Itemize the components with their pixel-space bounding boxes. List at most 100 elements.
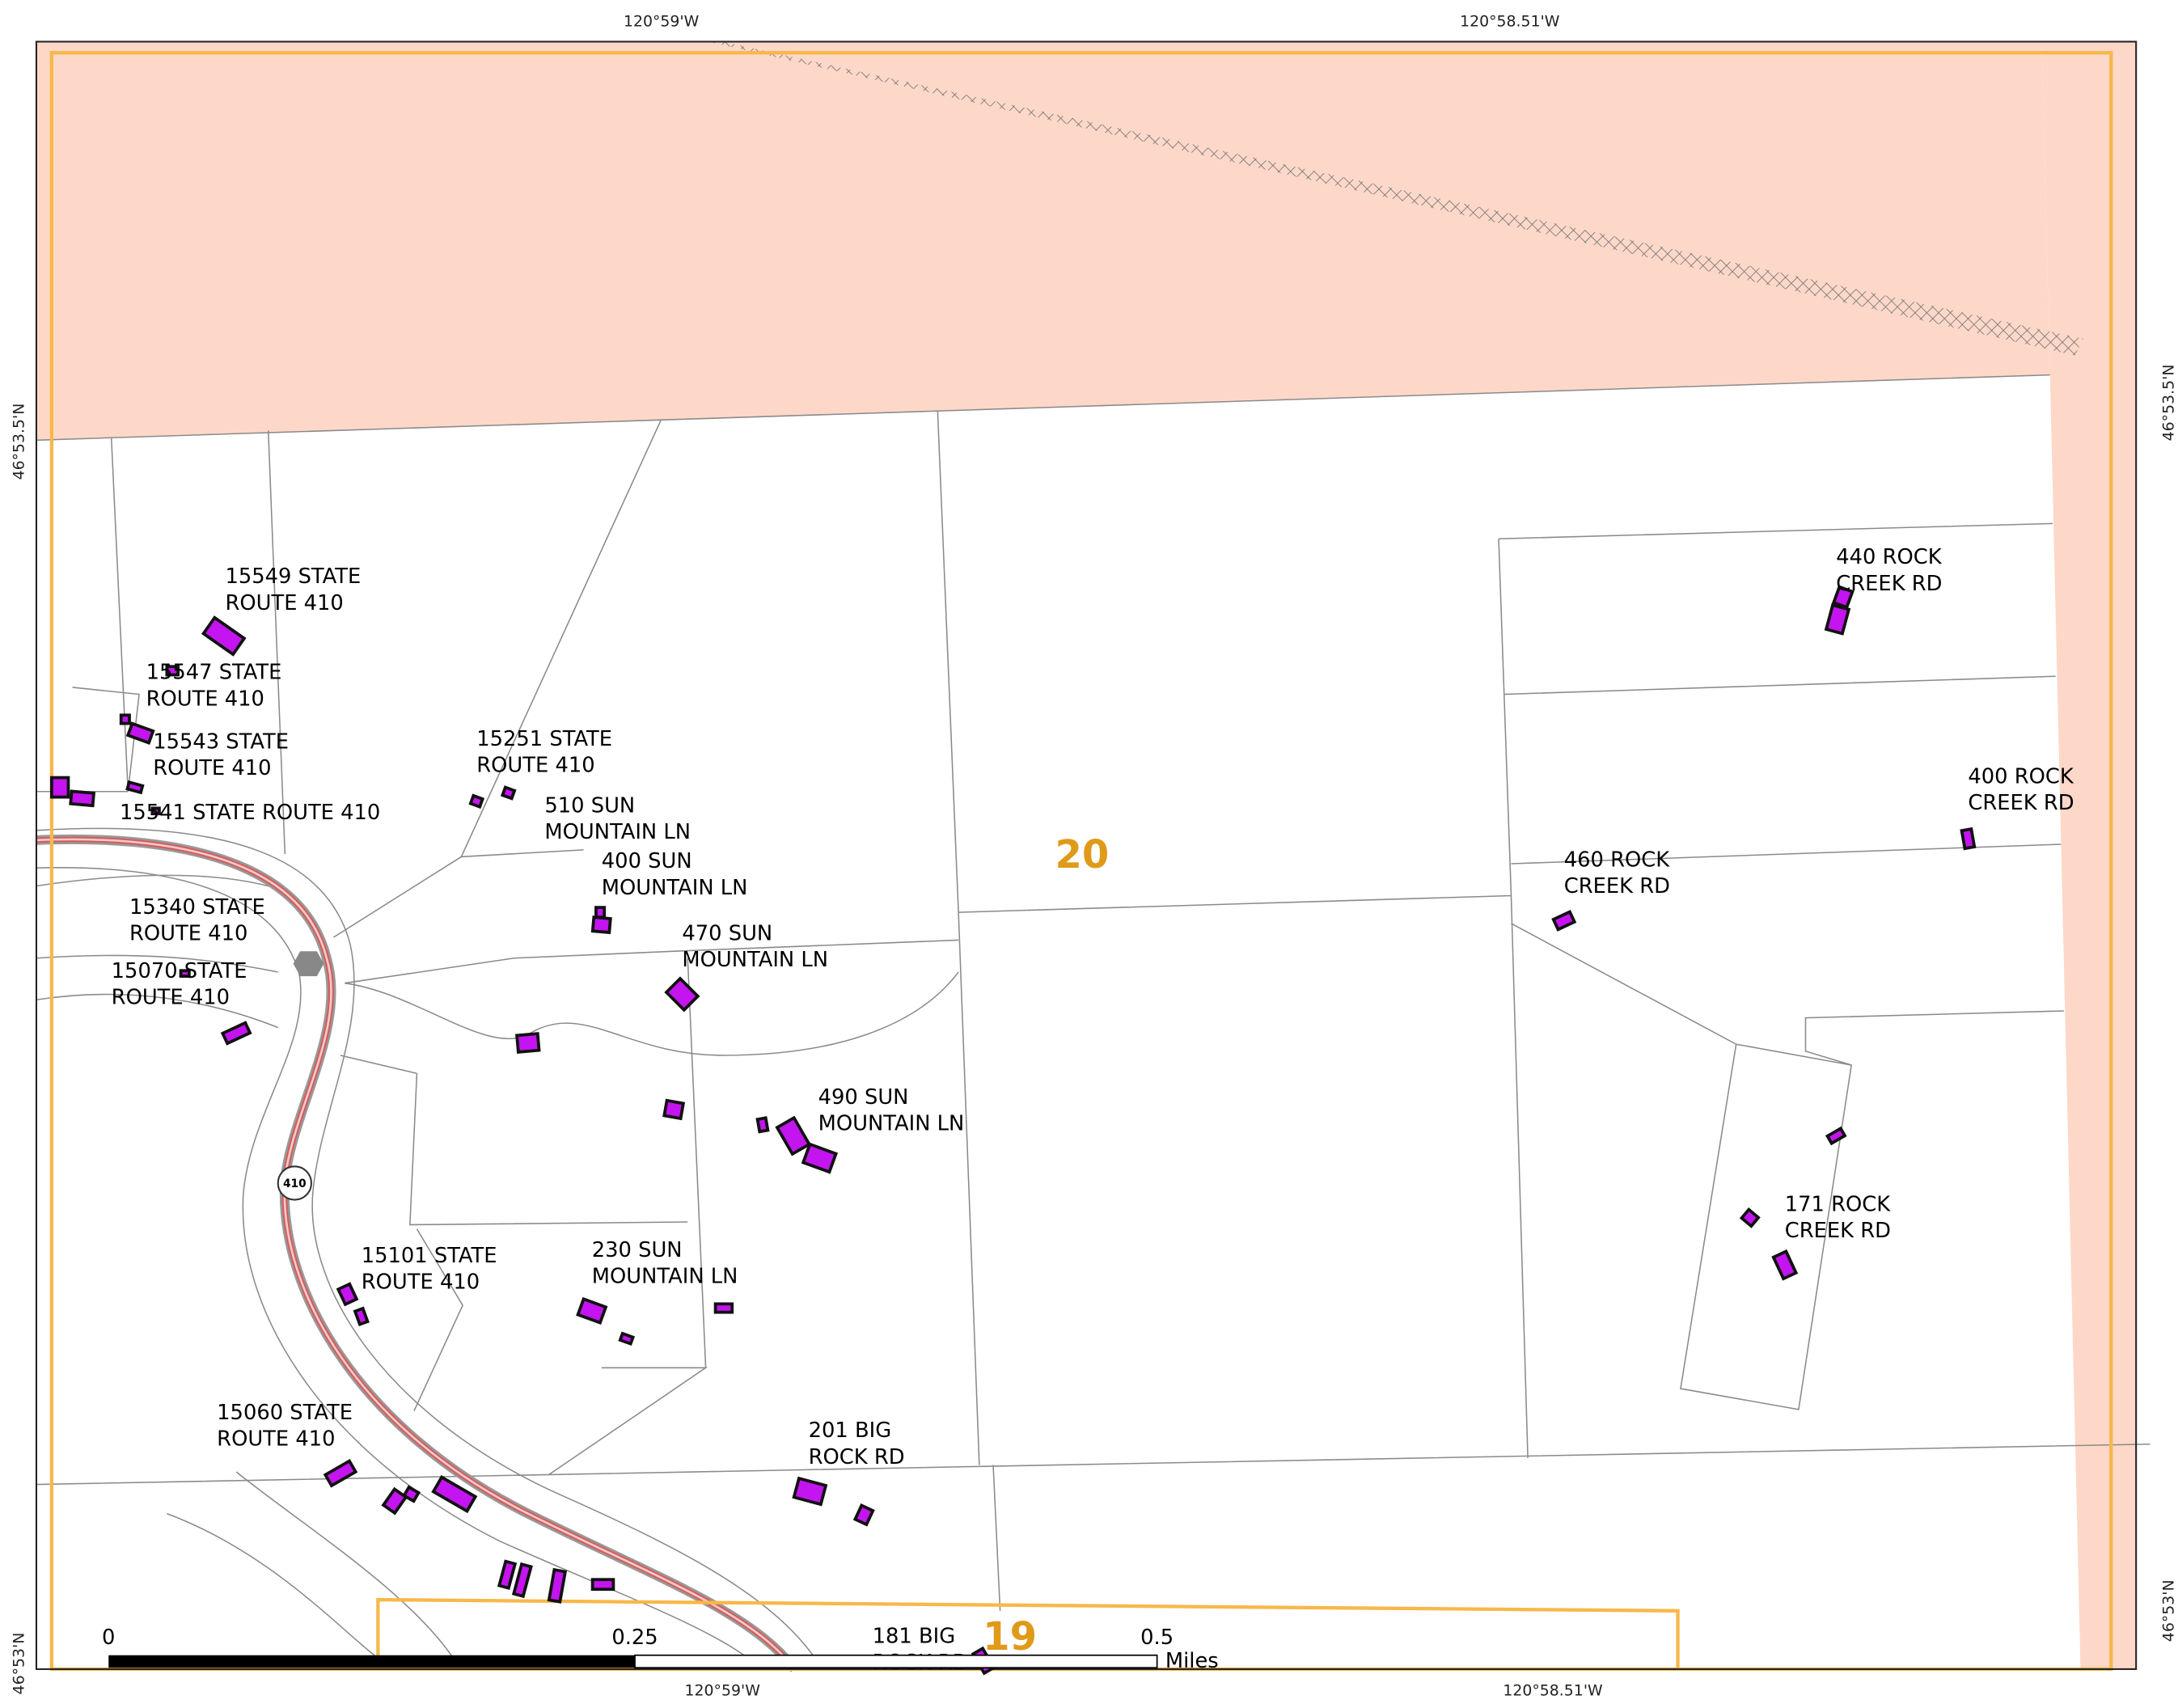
address-line: ROUTE 410: [476, 754, 594, 778]
building: [125, 780, 145, 795]
address-line: 15060 STATE: [217, 1401, 353, 1425]
icon: [293, 951, 324, 977]
building: [1739, 1207, 1761, 1228]
address-label: 15543 STATE ROUTE 410: [153, 730, 289, 781]
address-label: 510 SUN MOUNTAIN LN: [544, 793, 691, 844]
address-line: MOUNTAIN LN: [818, 1112, 965, 1136]
address-label: 15541 STATE ROUTE 410: [120, 801, 380, 825]
building: [500, 785, 517, 801]
building: [323, 1458, 358, 1488]
address-line: ROCK RD: [809, 1445, 905, 1469]
address-label: 15251 STATE ROUTE 410: [476, 727, 612, 778]
address-line: 15549 STATE: [225, 564, 361, 589]
section-boundary: [376, 1597, 1680, 1669]
address-label: 400 ROCK CREEK RD: [1968, 764, 2074, 815]
coordinate-label: 46°53'N: [11, 1633, 28, 1695]
address-line: 230 SUN: [592, 1238, 683, 1262]
building: [662, 1098, 686, 1121]
section-number: 20: [1055, 832, 1109, 877]
address-line: 460 ROCK: [1564, 848, 1670, 872]
address-line: 440 ROCK: [1836, 545, 1942, 569]
scale-label: 0: [102, 1626, 115, 1650]
address-line: MOUNTAIN LN: [682, 948, 828, 972]
coordinate-label: 46°53.5'N: [2160, 365, 2178, 442]
coordinate-label: 46°53.5'N: [11, 404, 28, 480]
address-line: ROUTE 410: [217, 1427, 335, 1451]
scale-label: 0.5: [1140, 1626, 1174, 1650]
address-line: 15340 STATE: [129, 895, 265, 920]
shaded-area: [36, 41, 2050, 441]
building: [1771, 1249, 1799, 1281]
address-line: CREEK RD: [1968, 791, 2074, 815]
building: [468, 793, 485, 810]
address-label: 201 BIG ROCK RD: [809, 1418, 905, 1469]
address-label: 15340 STATE ROUTE 410: [129, 895, 265, 946]
building: [125, 721, 155, 745]
address-line: 15543 STATE: [153, 730, 289, 755]
coordinate-label: 120°58.51'W: [1460, 13, 1560, 31]
building: [664, 976, 700, 1013]
building: [775, 1115, 812, 1156]
building: [49, 776, 70, 799]
building: [852, 1503, 875, 1527]
building: [431, 1475, 478, 1514]
address-line: 171 ROCK: [1785, 1192, 1891, 1216]
building: [150, 806, 161, 816]
address-line: 15541 STATE ROUTE 410: [120, 801, 380, 825]
address-line: MOUNTAIN LN: [544, 820, 691, 844]
building: [201, 615, 247, 657]
building: [1960, 827, 1977, 851]
address-line: ROUTE 410: [225, 591, 343, 615]
address-label: 440 ROCK CREEK RD: [1836, 545, 1942, 596]
building: [381, 1486, 408, 1516]
building: [1831, 585, 1854, 610]
building: [1824, 602, 1851, 636]
building: [1825, 1126, 1847, 1146]
address-label: 15060 STATE ROUTE 410: [217, 1401, 353, 1452]
building: [119, 713, 131, 725]
section-number: 19: [983, 1614, 1037, 1659]
address-label: 460 ROCK CREEK RD: [1564, 848, 1670, 898]
address-line: 201 BIG: [809, 1418, 892, 1443]
building: [179, 969, 191, 978]
address-line: CREEK RD: [1785, 1219, 1891, 1243]
coordinate-label: 120°59'W: [685, 1682, 761, 1700]
route-shield-label: 410: [283, 1177, 307, 1190]
building: [511, 1562, 533, 1599]
building: [165, 665, 180, 677]
address-label: 15101 STATE ROUTE 410: [362, 1244, 497, 1295]
scale-bar: [634, 1654, 1158, 1669]
scale-label: 0.25: [611, 1626, 658, 1650]
address-label: 400 SUN MOUNTAIN LN: [602, 849, 748, 900]
address-line: ROUTE 410: [362, 1270, 480, 1294]
building: [497, 1559, 518, 1590]
address-line: 400 SUN: [602, 849, 692, 873]
building: [576, 1296, 608, 1325]
building: [353, 1306, 370, 1327]
building: [713, 1302, 734, 1314]
address-line: MOUNTAIN LN: [602, 876, 748, 900]
hatched-line: [708, 41, 2083, 356]
building: [547, 1567, 568, 1604]
address-line: ROUTE 410: [112, 985, 230, 1009]
route-shield: [277, 1165, 312, 1201]
building: [590, 915, 612, 935]
address-line: 15101 STATE: [362, 1244, 497, 1268]
address-label: 230 SUN MOUNTAIN LN: [592, 1238, 738, 1289]
building: [590, 1578, 615, 1592]
coordinate-label: 46°53'N: [2160, 1579, 2178, 1642]
address-line: 510 SUN: [544, 793, 635, 818]
coordinate-label: 120°59'W: [624, 13, 700, 31]
building: [220, 1021, 252, 1046]
building: [402, 1485, 421, 1503]
building: [69, 789, 96, 808]
building: [336, 1282, 359, 1307]
address-line: 15070 STATE: [112, 959, 247, 983]
buildings: [49, 585, 1977, 1676]
address-label: 470 SUN MOUNTAIN LN: [682, 921, 828, 972]
building: [1551, 909, 1577, 932]
address-line: 400 ROCK: [1968, 764, 2074, 788]
scale-bar: [108, 1655, 636, 1668]
